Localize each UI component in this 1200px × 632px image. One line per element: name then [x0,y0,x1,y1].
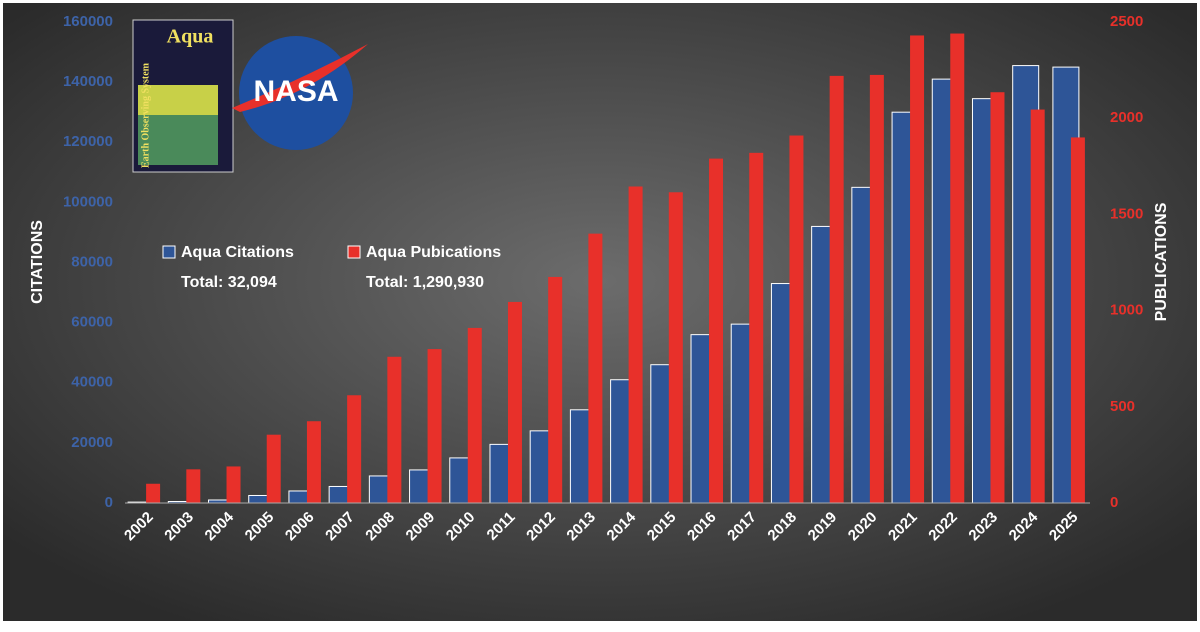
y2-tick-label: 2000 [1110,109,1143,126]
y2-tick-label: 1000 [1110,302,1143,319]
bar [628,186,643,503]
y-tick-label: 80000 [71,253,113,270]
bar [548,276,563,503]
bar [427,349,442,503]
y2-axis-title: PUBLICATIONS [1153,202,1170,321]
y-tick-label: 20000 [71,434,113,451]
y-tick-label: 40000 [71,374,113,391]
bar [668,192,683,504]
bar [266,434,281,503]
legend-total: Total: 1,290,930 [366,274,484,291]
y-tick-label: 120000 [63,133,113,150]
bar [186,469,201,503]
bar [1030,109,1045,504]
y2-tick-label: 1500 [1110,205,1143,222]
y-tick-label: 60000 [71,314,113,331]
bar [306,421,321,503]
y2-tick-label: 2500 [1110,13,1143,30]
legend-label: Aqua Citations [181,244,294,261]
y-tick-label: 100000 [63,193,113,210]
legend-swatch [347,245,361,259]
bar [749,152,764,503]
bar [829,75,844,503]
bar [507,301,522,503]
y2-tick-label: 500 [1110,398,1135,415]
aqua-logo: Aqua Earth Observing System [132,19,234,173]
y-tick-label: 140000 [63,73,113,90]
y2-tick-label: 0 [1110,494,1118,511]
bar [588,233,603,503]
bar [789,135,804,504]
legend-total: Total: 32,094 [181,274,277,291]
bar [226,466,241,503]
legend-label: Aqua Pubications [366,244,501,261]
bar [467,327,482,503]
nasa-logo: NASA [232,36,368,150]
bar [387,356,402,503]
bar [910,35,925,504]
y-tick-label: 0 [105,494,113,511]
y-tick-label: 160000 [63,13,113,30]
bar [347,395,362,503]
bar [1070,137,1085,503]
bar [869,74,884,503]
bar [990,92,1005,503]
y-axis-title: CITATIONS [29,220,46,304]
bar [950,33,965,503]
aqua-subtitle: Earth Observing System [140,62,151,168]
aqua-title: Aqua [167,26,214,48]
legend-swatch [162,245,176,259]
bar [146,483,161,503]
bar [709,158,724,503]
nasa-text: NASA [253,75,338,108]
